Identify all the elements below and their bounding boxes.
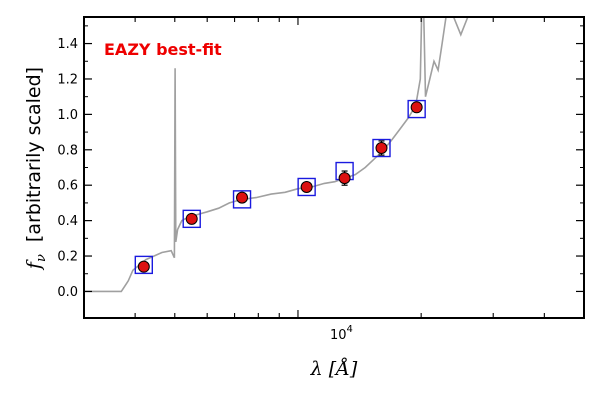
y-tick-label: 1.2 [57,72,78,87]
model-point [407,99,426,119]
model-point [297,177,316,197]
y-tick-label: 0.4 [57,214,78,229]
x-axis-label: λ [Å] [310,358,358,380]
observed-point [375,142,388,155]
y-axis-label: fν [arbitrarily scaled] [23,67,50,271]
x-tick-exponent: 4 [347,324,353,335]
y-tick-label: 0.0 [57,285,78,300]
observed-point [137,260,150,273]
x-tick-base: 10 [330,328,347,343]
model-point [372,138,391,158]
x-tick-label: 104 [330,324,353,343]
x-axis-unit: [Å] [329,358,358,380]
y-tick-label: 1.4 [57,37,78,52]
y-tick-label: 1.0 [57,108,78,123]
annotation-label: EAZY best-fit [104,40,222,59]
observed-point [300,180,313,193]
y-axis-subscript: ν [34,254,49,262]
model-points-group [134,99,426,275]
observed-point [410,101,423,114]
x-axis-symbol: λ [310,358,323,380]
model-point [182,209,201,229]
y-axis-text: [arbitrarily scaled] [23,67,45,242]
observed-point [236,191,249,204]
axis-ticks: 0.0 0.2 0.4 0.6 0.8 1.0 1.2 1.4 [57,17,584,318]
observed-points-group [137,101,423,273]
plot-frame [83,16,585,319]
model-point [134,255,153,275]
y-tick-label: 0.8 [57,143,78,158]
y-tick-label: 0.2 [57,250,78,265]
y-axis-symbol: f [23,259,45,271]
observed-point [185,212,198,225]
y-tick-label: 0.6 [57,179,78,194]
model-point [232,190,252,209]
observed-point [338,172,351,185]
